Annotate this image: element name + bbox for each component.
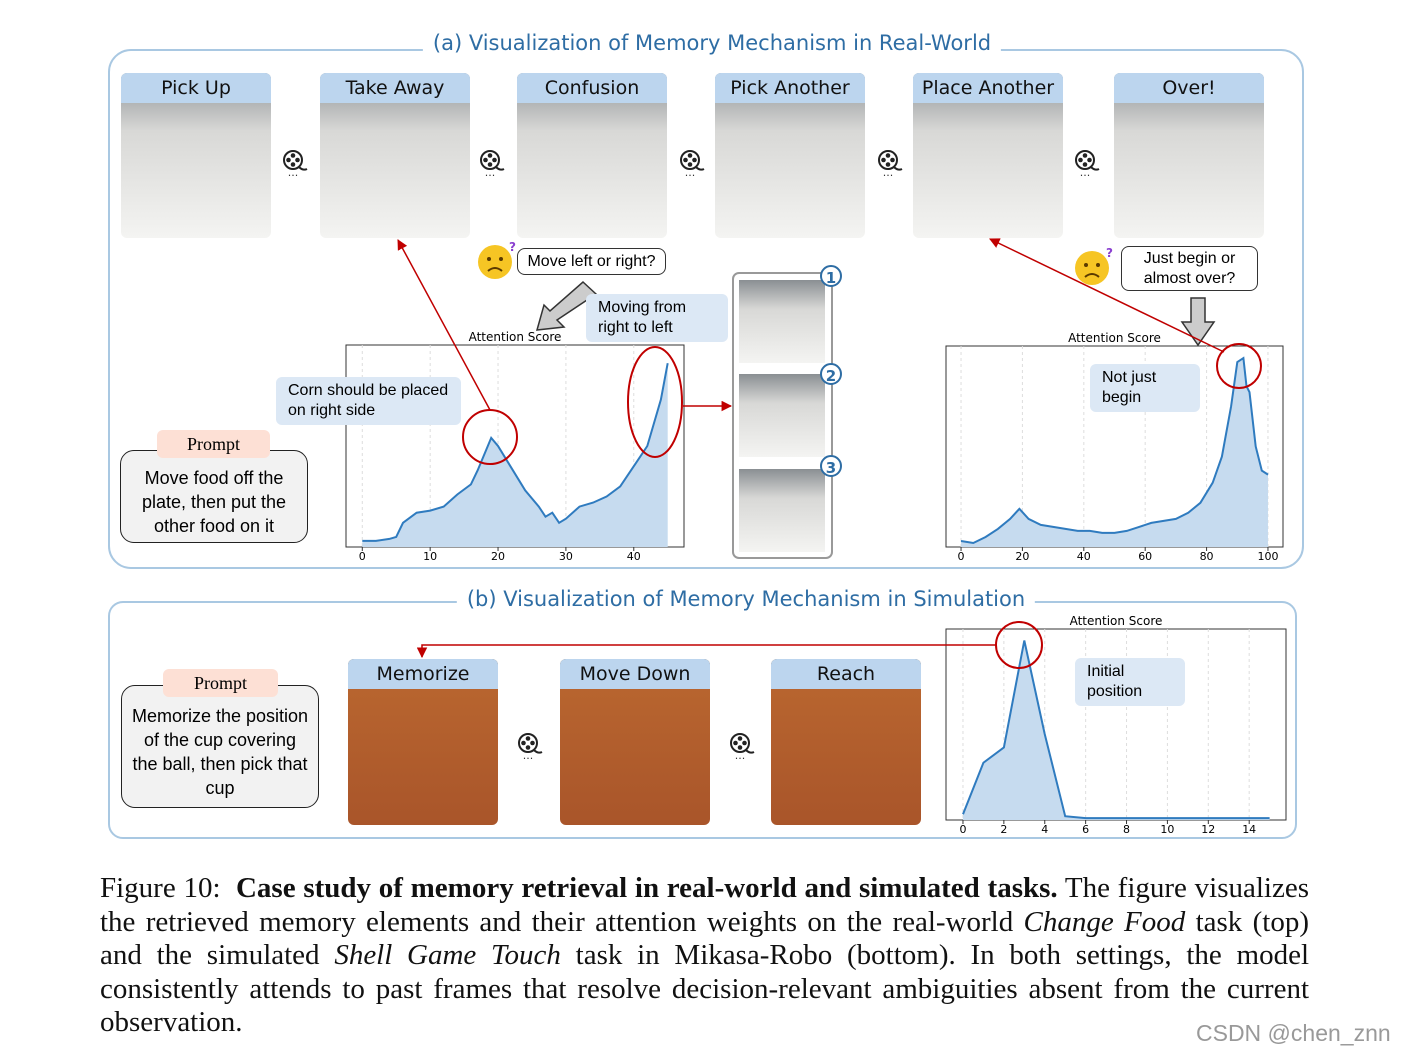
x-tick-label: 10 — [423, 550, 437, 563]
caption-bold: Case study of memory retrieval in real-w… — [235, 872, 1058, 904]
memory-number: 2 — [820, 363, 842, 385]
ellipsis: ··· — [1079, 169, 1091, 182]
confused-face — [477, 239, 517, 280]
x-tick-label: 100 — [1257, 550, 1278, 563]
ellipsis: ··· — [287, 169, 299, 182]
x-tick-label: 0 — [959, 823, 966, 836]
frame-header: Pick Another — [715, 73, 865, 103]
highlight — [627, 346, 683, 458]
frame-image — [348, 659, 498, 825]
film-reel — [878, 150, 903, 171]
caption-text: The figure visualizes the retrieved memo… — [100, 872, 1310, 938]
x-tick-label: 30 — [559, 550, 573, 563]
frame-image — [121, 73, 271, 238]
film-reel — [730, 733, 755, 754]
ellipsis: ··· — [882, 169, 894, 182]
film-reel — [1075, 150, 1100, 171]
frame-image — [320, 73, 470, 238]
x-tick-label: 14 — [1242, 823, 1256, 836]
plot-title: Attention Score — [1070, 614, 1163, 628]
area — [962, 640, 1270, 820]
prompt-label: Prompt — [157, 430, 270, 458]
photo — [739, 469, 825, 552]
photo — [739, 280, 825, 363]
hint: Corn should be placed on right side — [276, 377, 461, 425]
memory-number: 1 — [820, 265, 842, 287]
caption-text: task in Mikasa-Robo (bottom). In both se… — [100, 939, 1309, 1038]
x-tick-label: 80 — [1200, 550, 1214, 563]
prompt: Memorize the position of the cup coverin… — [121, 685, 319, 808]
caption-italic: Shell Game Touch — [334, 939, 561, 971]
highlight — [1216, 343, 1262, 389]
line — [960, 356, 1269, 545]
answer: Not just begin — [1090, 364, 1200, 412]
x-tick-label: 20 — [1015, 550, 1029, 563]
frame-header: Confusion — [517, 73, 667, 103]
frame-image — [715, 73, 865, 238]
x-tick-label: 12 — [1201, 823, 1215, 836]
frame-header: Memorize — [348, 659, 498, 689]
layout — [108, 49, 1304, 839]
plot-title: Attention Score — [1068, 331, 1161, 345]
caption-text: task (top) and the simulated — [100, 905, 1309, 972]
photo — [739, 374, 825, 457]
frame-header: Pick Up — [121, 73, 271, 103]
x-tick-label: 0 — [958, 550, 965, 563]
panel-title: (a) Visualization of Memory Mechanism in… — [422, 31, 1002, 55]
film-reel — [518, 733, 543, 754]
film-reel — [680, 150, 705, 171]
frame-header: Reach — [771, 659, 921, 689]
ellipsis: ··· — [684, 169, 696, 182]
prompt: Move food off the plate, then put the ot… — [120, 450, 308, 543]
watermark: CSDN @chen_znn — [1196, 1020, 1391, 1046]
x-tick-label: 40 — [1077, 550, 1091, 563]
area — [362, 363, 668, 547]
answer: Moving from right to left — [586, 294, 728, 342]
x-tick-label: 10 — [1160, 823, 1174, 836]
frame-image — [517, 73, 667, 238]
film-reel — [283, 150, 308, 171]
x-tick-label: 40 — [627, 550, 641, 563]
frame-header: Move Down — [560, 659, 710, 689]
ellipsis: ··· — [484, 169, 496, 182]
ellipsis: ··· — [522, 752, 534, 765]
x-tick-label: 2 — [1000, 823, 1007, 836]
memory-number: 3 — [820, 455, 842, 477]
red-arrow — [416, 644, 996, 659]
plot-title: Attention Score — [469, 330, 562, 344]
prompt-label: Prompt — [163, 669, 278, 697]
confused-face — [1074, 245, 1114, 286]
x-tick-label: 60 — [1138, 550, 1152, 563]
caption-label: Figure 10: — [100, 872, 221, 904]
red-arrow — [989, 238, 1225, 353]
frame-image — [560, 659, 710, 825]
red-arrow — [397, 239, 491, 411]
question: Just begin or almost over? — [1121, 246, 1258, 291]
question: Move left or right? — [517, 248, 666, 275]
area — [961, 358, 1268, 547]
frame-image — [1114, 73, 1264, 238]
panel-title: (b) Visualization of Memory Mechanism in… — [456, 587, 1036, 611]
frame-header: Place Another — [913, 73, 1063, 103]
x-tick-label: 20 — [491, 550, 505, 563]
x-tick-label: 0 — [359, 550, 366, 563]
x-tick-label: 4 — [1041, 823, 1048, 836]
gray-arrow — [1180, 297, 1216, 347]
answer: Initial position — [1075, 658, 1185, 706]
frame-image — [913, 73, 1063, 238]
frame-header: Take Away — [320, 73, 470, 103]
ellipsis: ··· — [734, 752, 746, 765]
x-tick-label: 8 — [1123, 823, 1130, 836]
frame-header: Over! — [1114, 73, 1264, 103]
line — [362, 363, 669, 542]
line — [962, 640, 1270, 820]
x-tick-label: 6 — [1082, 823, 1089, 836]
frame-image — [771, 659, 921, 825]
caption: Figure 10: Case study of memory retrieva… — [100, 872, 1309, 1040]
film-reel — [480, 150, 505, 171]
caption-italic: Change Food — [1023, 905, 1186, 938]
